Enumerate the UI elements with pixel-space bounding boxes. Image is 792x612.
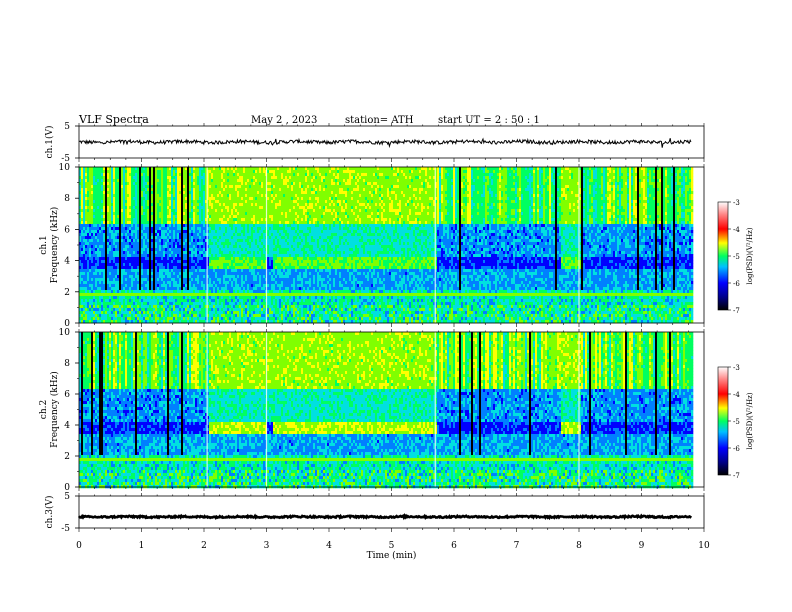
ch3-waveform-ylabel: ch.3(V) <box>44 496 55 529</box>
xtick-label: 0 <box>76 541 82 551</box>
ytick-label: 10 <box>59 328 71 338</box>
xtick-label: 5 <box>389 541 395 551</box>
xtick-label: 6 <box>451 541 457 551</box>
xtick-label: 2 <box>201 541 207 551</box>
ytick-label: 8 <box>64 359 70 369</box>
start-ut-label: start UT = 2 : 50 : 1 <box>438 115 540 126</box>
xtick-label: 8 <box>576 541 582 551</box>
xtick-label: 4 <box>326 541 332 551</box>
ch1-spectrogram-cells <box>79 167 694 324</box>
xtick-label: 10 <box>698 541 710 551</box>
ch3-waveform-panel <box>75 495 705 529</box>
ch2-spectrogram-channel-label: ch.2 <box>39 400 49 419</box>
ch1-spectrogram-colorbar-label: log(PSD)(V²/Hz) <box>746 227 754 284</box>
ch1-waveform-ylabel: ch.1(V) <box>44 126 55 159</box>
ch1-spectrogram-panel <box>75 166 731 324</box>
xtick-label: 3 <box>264 541 270 551</box>
ch3-waveform-frame <box>78 495 705 529</box>
station-label: station= ATH <box>345 115 414 126</box>
ytick-label: -5 <box>61 154 70 164</box>
colorbar-tick-label: -7 <box>733 307 740 315</box>
xtick-label: 7 <box>514 541 520 551</box>
ytick-label: 5 <box>64 492 70 502</box>
ch1-spectrogram-frequency-label: Frequency (kHz) <box>49 207 60 284</box>
ytick-label: 0 <box>64 483 70 493</box>
ch1-spectrogram-colorbar <box>717 201 729 311</box>
colorbar-tick-label: -3 <box>733 364 740 372</box>
ytick-label: 6 <box>64 390 70 400</box>
ytick-label: -5 <box>61 524 70 534</box>
ytick-label: 10 <box>59 163 71 173</box>
ytick-label: 2 <box>64 288 70 298</box>
ch1-waveform-trace <box>78 137 692 149</box>
colorbar-tick-label: -5 <box>733 418 740 426</box>
colorbar-tick-label: -3 <box>733 199 740 207</box>
figure-header: VLF Spectra May 2 , 2023 station= ATH st… <box>78 113 540 126</box>
colorbar-tick-label: -7 <box>733 472 740 480</box>
colorbar-tick-label: -5 <box>733 253 740 261</box>
ytick-label: 4 <box>64 257 70 267</box>
ch2-spectrogram-frequency-label: Frequency (kHz) <box>49 371 60 448</box>
ch3-waveform-trace <box>77 513 693 521</box>
ch2-spectrogram-colorbar <box>717 366 729 476</box>
ytick-label: 6 <box>64 225 70 235</box>
colorbar-tick-label: -4 <box>733 391 740 399</box>
xtick-label: 9 <box>639 541 645 551</box>
colorbar-tick-label: -6 <box>733 280 740 288</box>
ch2-spectrogram-cells <box>79 332 694 489</box>
colorbar-tick-label: -6 <box>733 445 740 453</box>
ch1-waveform-panel <box>75 125 705 159</box>
ch2-spectrogram-colorbar-label: log(PSD)(V²/Hz) <box>746 392 754 449</box>
ch2-spectrogram-panel <box>75 331 731 489</box>
ytick-label: 5 <box>64 122 70 132</box>
ytick-label: 0 <box>64 319 70 329</box>
recording-date: May 2 , 2023 <box>251 115 317 126</box>
figure-title: VLF Spectra <box>78 113 149 126</box>
x-axis-label: Time (min) <box>367 550 417 561</box>
ch1-spectrogram-channel-label: ch.1 <box>39 235 49 254</box>
ytick-label: 4 <box>64 421 70 431</box>
colorbar-tick-label: -4 <box>733 226 740 234</box>
ytick-label: 2 <box>64 452 70 462</box>
xtick-label: 1 <box>139 541 145 551</box>
ytick-label: 8 <box>64 194 70 204</box>
